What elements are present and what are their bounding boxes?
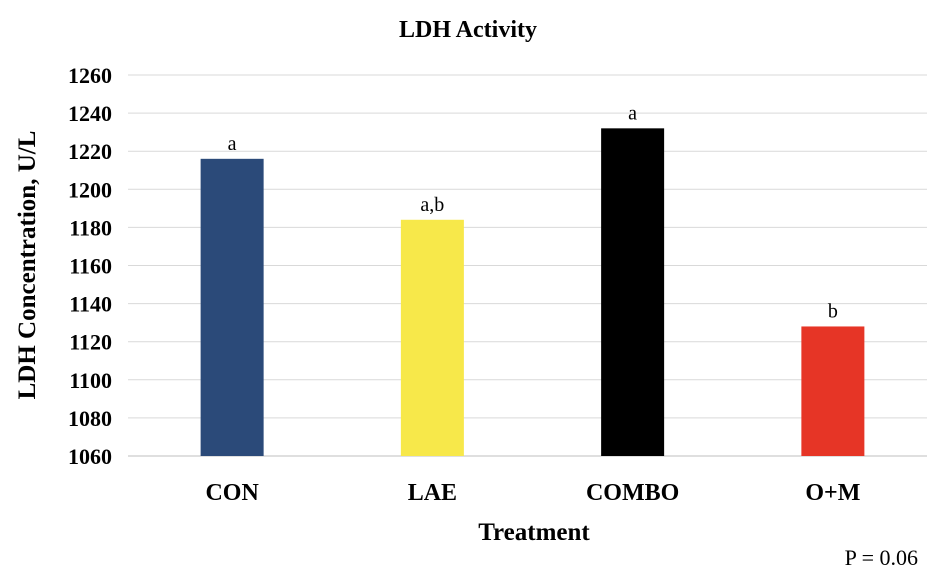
p-value-note: P = 0.06	[845, 545, 918, 570]
y-tick-label: 1260	[68, 63, 112, 88]
y-tick-label: 1160	[69, 254, 112, 279]
bar-combo	[601, 128, 665, 456]
y-axis-ticks: 1060 1080 1100 1120 1140 1160 1180 1200 1220 1240…	[68, 63, 112, 469]
bar-significance-label: a	[628, 102, 637, 124]
chart-title: LDH Activity	[399, 17, 537, 43]
y-tick-label: 1200	[68, 177, 112, 202]
x-tick-label: LAE	[408, 480, 457, 506]
y-tick-label: 1140	[69, 292, 112, 317]
x-tick-label: O+M	[805, 480, 860, 506]
bar-significance-label: a	[228, 133, 237, 155]
x-axis-title: Treatment	[478, 519, 590, 546]
y-tick-label: 1120	[69, 330, 112, 355]
y-tick-label: 1100	[69, 368, 112, 393]
y-tick-label: 1220	[68, 139, 112, 164]
bar-labels: a a,b a b	[228, 102, 838, 322]
x-tick-label: COMBO	[586, 480, 679, 506]
bar-significance-label: b	[828, 300, 838, 322]
x-tick-label: CON	[205, 480, 259, 506]
y-tick-label: 1240	[68, 101, 112, 126]
bar-o-m	[801, 326, 865, 456]
y-tick-label: 1180	[69, 215, 112, 240]
y-tick-label: 1080	[68, 406, 112, 431]
bar-significance-label: a,b	[420, 194, 444, 216]
bars	[200, 128, 865, 456]
bar-lae	[400, 219, 464, 456]
y-axis-title: LDH Concentration, U/L	[14, 131, 41, 400]
y-tick-label: 1060	[68, 444, 112, 469]
bar-con	[200, 158, 264, 456]
x-axis-ticks: CON LAE COMBO O+M	[205, 480, 860, 506]
